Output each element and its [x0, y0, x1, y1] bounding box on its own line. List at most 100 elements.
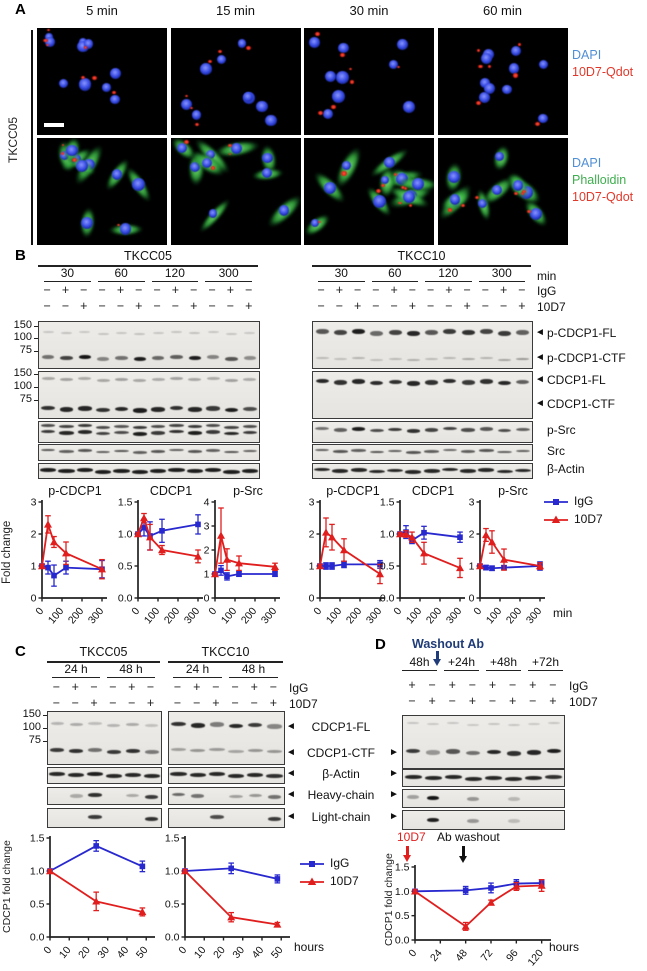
- x-tick-label: 0: [391, 605, 404, 617]
- blot-band: [505, 777, 523, 782]
- x-tick-label: 100: [46, 605, 67, 626]
- y-tick-label: 1: [469, 561, 475, 573]
- mw-tick: [43, 714, 47, 717]
- blot-band: [59, 450, 74, 453]
- treatment-symbol: +: [509, 694, 517, 708]
- band-label: β-Actin: [547, 462, 585, 476]
- qdot-speck: [476, 101, 482, 106]
- blot-band: [95, 469, 112, 474]
- marker-square: [218, 567, 224, 574]
- blot-band: [241, 468, 258, 473]
- treatment-symbol: −: [109, 680, 117, 694]
- chart-c2: 0.0 0.5 1.0 1.5 0 10 20 30 40 50: [165, 833, 290, 961]
- cell-line-underline: [38, 265, 258, 267]
- y-tick-label: 0.0: [165, 932, 180, 944]
- blot-band: [69, 749, 84, 754]
- blot-band: [248, 722, 263, 728]
- marker-triangle: [92, 897, 101, 905]
- treatment-symbol: −: [372, 283, 380, 297]
- mw-tick: [34, 350, 38, 353]
- x-tick-label: 10: [192, 944, 209, 961]
- cell-nucleus: [261, 167, 272, 178]
- blot-band: [333, 428, 348, 432]
- cell-nucleus: [477, 198, 488, 209]
- cell-nucleus: [110, 95, 120, 105]
- qdot-speck: [409, 204, 413, 207]
- treatment-symbol: −: [226, 299, 235, 313]
- marker-triangle: [46, 867, 54, 875]
- marker-triangle: [328, 533, 336, 541]
- x-tick-label: 300: [86, 605, 107, 626]
- marker-triangle: [488, 538, 496, 546]
- blot-box: [47, 711, 162, 765]
- treatment-symbol: −: [208, 283, 216, 297]
- blot-band: [242, 449, 258, 453]
- y-tick-label: 0: [309, 593, 315, 605]
- blot-band: [387, 449, 403, 453]
- mw-marker: 75: [19, 393, 32, 405]
- blot-band: [186, 469, 203, 474]
- blot-band: [41, 405, 56, 411]
- marker-square: [329, 563, 335, 569]
- micro-image: [304, 28, 434, 135]
- blot-band: [406, 381, 420, 386]
- cell-nucleus: [202, 157, 213, 168]
- band-arrow-icon: ►: [389, 768, 399, 779]
- time-group-label: 30: [44, 267, 91, 282]
- blot-box: [312, 371, 533, 419]
- treatment-symbol: +: [448, 678, 456, 692]
- cell-nucleus: [262, 152, 273, 164]
- time-unit-label: min: [537, 269, 557, 283]
- y-tick-label: 0: [31, 593, 37, 605]
- blot-band: [352, 329, 365, 335]
- blot-band: [106, 749, 121, 754]
- y-tick-label: 2: [469, 529, 475, 541]
- chart-d1: 0.0 0.5 1.0 1.5 0 24 48 72 96 120: [395, 862, 551, 968]
- chart-title: CDCP1: [412, 484, 454, 498]
- marker-square: [272, 571, 278, 577]
- y-tick-label: 1.5: [118, 497, 133, 509]
- qdot-speck: [331, 105, 336, 109]
- blot-band: [467, 796, 480, 801]
- marker-triangle: [340, 546, 348, 554]
- blot-band: [498, 380, 512, 386]
- treatment-symbol: +: [428, 694, 436, 708]
- blot-band: [189, 332, 201, 335]
- blot-band: [506, 751, 521, 756]
- y-tick-label: 3: [309, 497, 315, 509]
- qdot-speck: [517, 43, 521, 46]
- blot-band: [77, 424, 93, 428]
- blot-band: [427, 818, 440, 823]
- qdot-speck: [91, 75, 97, 80]
- blot-band: [226, 332, 237, 335]
- blot-band: [77, 430, 93, 434]
- blot-box: [38, 421, 260, 443]
- band-arrow-icon: ◄: [286, 811, 296, 822]
- blot-band: [208, 772, 226, 777]
- blot-band: [460, 469, 477, 473]
- blot-band: [227, 773, 245, 778]
- blot-band: [507, 724, 520, 727]
- marker-triangle: [316, 562, 324, 570]
- time-group-label: 120: [425, 267, 472, 282]
- x-tick-label: 200: [66, 605, 87, 626]
- blot-band: [244, 331, 256, 334]
- y-axis-label: CDCP1 fold change: [1, 840, 13, 934]
- blot-band: [58, 469, 75, 474]
- band-arrow-icon: ◄: [535, 327, 545, 338]
- time-group-row: 30 60 120 300: [318, 267, 525, 282]
- marker-square: [159, 528, 165, 534]
- cell-nucleus: [44, 32, 54, 41]
- band-label: p-Src: [547, 423, 576, 437]
- blot-band: [42, 330, 54, 333]
- blot-band: [191, 794, 205, 798]
- blot-band: [479, 329, 493, 335]
- marker-square: [45, 564, 51, 571]
- cell-nucleus: [66, 144, 78, 156]
- blot-band: [126, 793, 140, 798]
- blot-band: [370, 428, 384, 433]
- cell-nucleus: [538, 113, 549, 124]
- blot-band: [40, 423, 56, 427]
- treatment-symbol: +: [80, 299, 88, 313]
- blot-band: [144, 724, 159, 728]
